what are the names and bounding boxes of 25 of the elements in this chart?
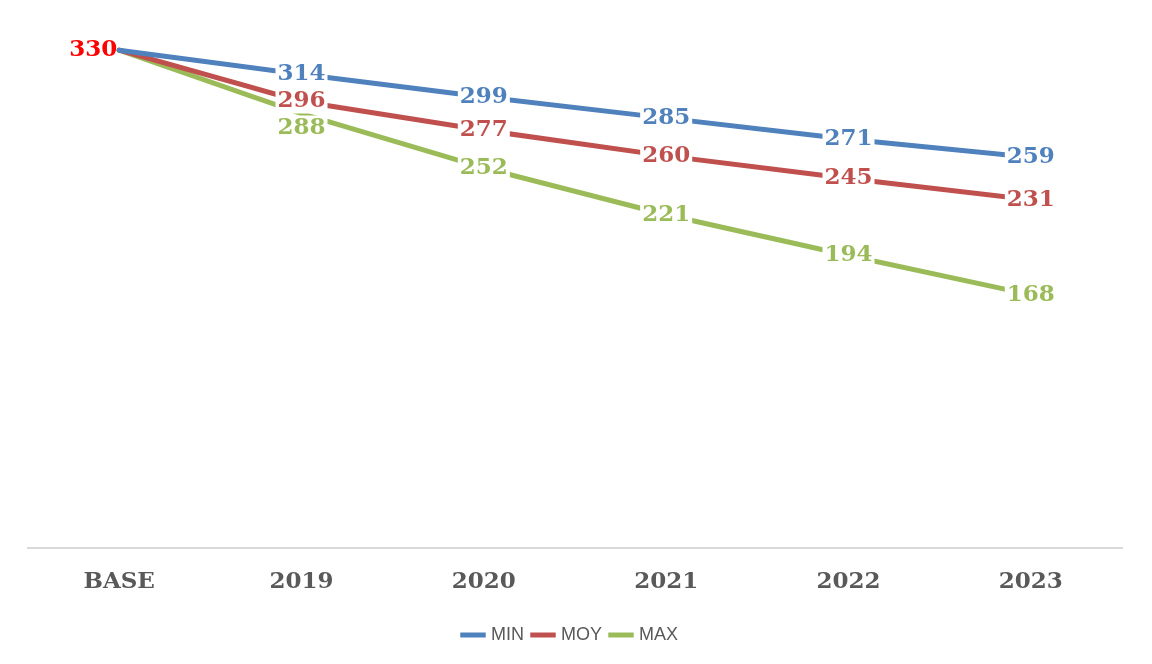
x-tick-label: 2022: [816, 566, 881, 594]
data-label: 285: [642, 102, 691, 130]
legend-label: MIN: [491, 623, 524, 644]
x-tick-label: 2019: [269, 566, 334, 594]
x-tick-label: 2020: [451, 566, 516, 594]
data-label: 252: [459, 151, 508, 179]
data-label: 231: [1006, 183, 1055, 211]
data-label: 245: [824, 162, 873, 190]
data-label: 221: [642, 198, 691, 226]
data-label: 314: [277, 58, 326, 86]
data-label: 260: [642, 139, 691, 167]
annotation: 330: [69, 34, 118, 62]
data-label: 277: [459, 114, 508, 142]
x-tick-label: 2021: [634, 566, 699, 594]
x-tick-label: 2023: [998, 566, 1063, 594]
data-label: 194: [824, 239, 873, 267]
x-tick-label: BASE: [83, 566, 155, 594]
legend-label: MOY: [560, 623, 603, 644]
legend-label: MAX: [638, 623, 679, 644]
data-label: 271: [824, 123, 873, 151]
data-label: 299: [459, 80, 508, 108]
data-label: 296: [277, 85, 326, 113]
data-label: 259: [1006, 141, 1055, 169]
data-label: 288: [277, 111, 326, 139]
data-label: 168: [1006, 278, 1055, 306]
